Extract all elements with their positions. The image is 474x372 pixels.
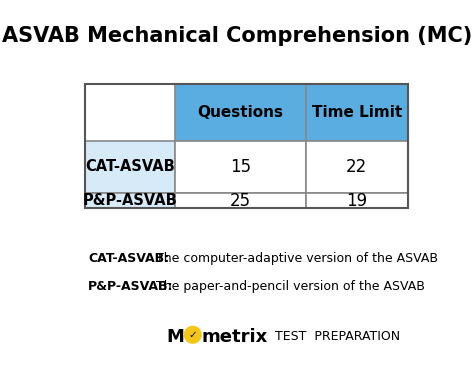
Text: 15: 15 xyxy=(230,158,251,176)
Bar xyxy=(175,84,306,141)
Text: P&P-ASVAB: P&P-ASVAB xyxy=(82,193,177,208)
Bar xyxy=(85,141,175,193)
Text: ✓: ✓ xyxy=(188,330,197,340)
Text: TEST  PREPARATION: TEST PREPARATION xyxy=(275,330,400,343)
Bar xyxy=(175,141,306,193)
Text: M: M xyxy=(166,328,184,346)
Bar xyxy=(306,193,408,208)
Text: metrix: metrix xyxy=(201,328,268,346)
Bar xyxy=(306,84,408,141)
Text: The paper-and-pencil version of the ASVAB: The paper-and-pencil version of the ASVA… xyxy=(152,279,425,292)
Text: 19: 19 xyxy=(346,192,367,209)
Text: The computer-adaptive version of the ASVAB: The computer-adaptive version of the ASV… xyxy=(152,252,438,265)
Bar xyxy=(306,141,408,193)
Text: CAT-ASVAB:: CAT-ASVAB: xyxy=(88,252,169,265)
Text: 22: 22 xyxy=(346,158,367,176)
Text: Time Limit: Time Limit xyxy=(311,105,402,120)
Circle shape xyxy=(184,326,201,343)
Text: P&P-ASVAB:: P&P-ASVAB: xyxy=(88,279,174,292)
Text: 25: 25 xyxy=(230,192,251,209)
Text: CAT-ASVAB: CAT-ASVAB xyxy=(85,160,175,174)
Bar xyxy=(85,84,408,208)
Bar xyxy=(85,193,175,208)
Text: ASVAB Mechanical Comprehension (MC): ASVAB Mechanical Comprehension (MC) xyxy=(2,26,472,46)
Bar xyxy=(175,193,306,208)
Text: Questions: Questions xyxy=(198,105,283,120)
